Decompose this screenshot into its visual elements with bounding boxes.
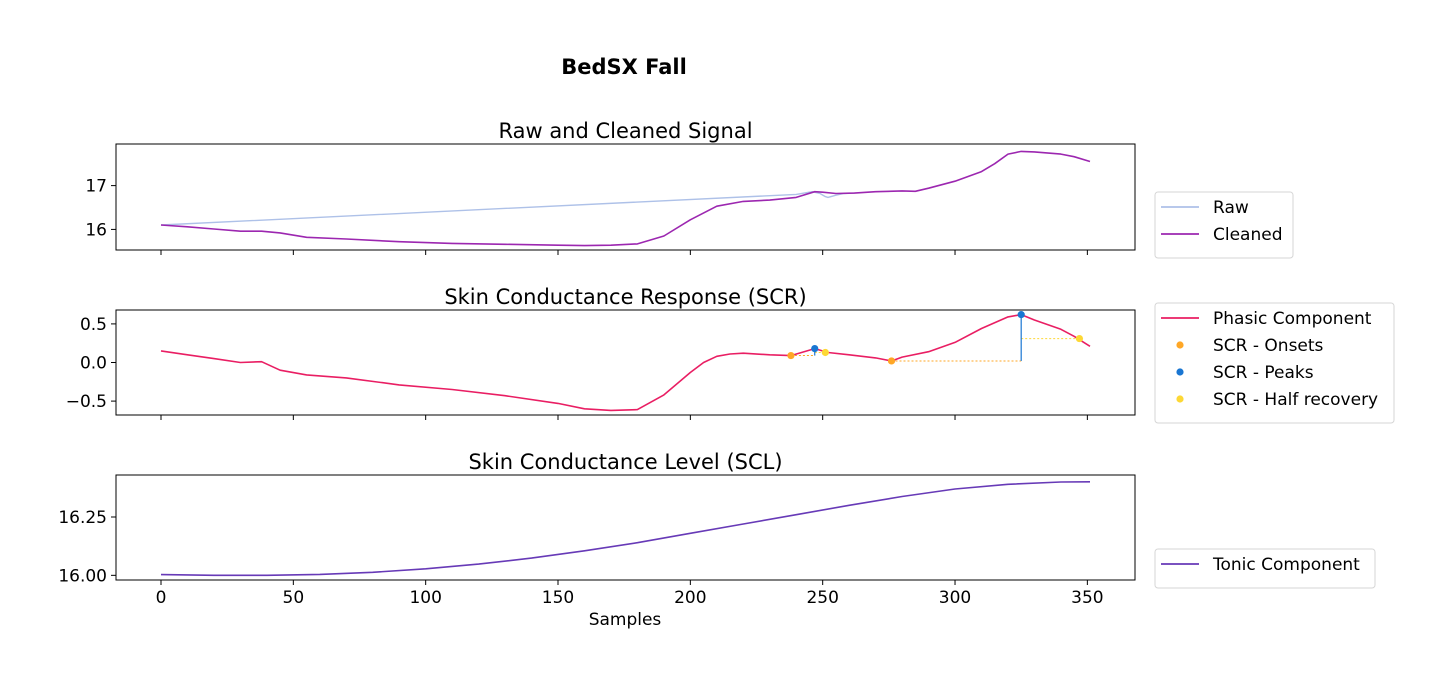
panels: Raw and Cleaned Signal 16 17 Raw Cleaned Skin… — [58, 119, 1395, 608]
scr-legend-label-scr-peaks: SCR - Peaks — [1213, 363, 1314, 383]
scr-ytick-label: −0.5 — [66, 392, 107, 412]
scr-scr-onsets-point — [887, 357, 896, 365]
scr-legend: Phasic Component SCR - Onsets SCR - Peaks S… — [1154, 302, 1395, 424]
raw-cleaned-legend-label-cleaned: Cleaned — [1213, 225, 1283, 245]
scr-axes-frame — [115, 309, 1136, 416]
scl-legend-box — [1154, 548, 1376, 589]
raw-cleaned-legend: Raw Cleaned — [1154, 191, 1294, 259]
scl-xtick-label: 150 — [542, 588, 574, 608]
scr-title: Skin Conductance Response (SCR) — [444, 285, 806, 309]
raw-cleaned-raw-line — [160, 190, 855, 226]
raw-cleaned-cleaned-line — [160, 150, 1091, 247]
figure-suptitle: BedSX Fall — [561, 55, 687, 79]
scr-panel: Skin Conductance Response (SCR) −0.5 0.0 0.… — [66, 285, 1395, 424]
raw-cleaned-panel: Raw and Cleaned Signal 16 17 Raw Cleaned — [85, 119, 1294, 259]
scr-legend-box — [1154, 302, 1395, 424]
scr-phasic-component-line — [160, 313, 1091, 412]
scl-ytick-label: 16.00 — [58, 566, 107, 586]
scl-panel: Skin Conductance Level (SCL) 16.00 16.25 0 5… — [58, 450, 1376, 608]
scr-legend-label-scr-half-recovery: SCR - Half recovery — [1213, 390, 1378, 410]
scl-xtick-label: 350 — [1071, 588, 1103, 608]
scr-scr-onsets-point — [787, 351, 795, 360]
scl-axes-frame — [115, 474, 1136, 581]
raw-cleaned-legend-label-raw: Raw — [1213, 198, 1249, 218]
scr-scr-half-recovery-point — [821, 348, 829, 357]
scl-legend: Tonic Component — [1154, 548, 1376, 589]
scr-legend-swatch-scr-peaks — [1176, 368, 1184, 376]
scr-ytick-label: 0.5 — [80, 315, 107, 335]
raw-cleaned-ytick-label: 17 — [85, 177, 107, 197]
raw-cleaned-legend-box — [1154, 191, 1294, 259]
scr-legend-label-phasic-component: Phasic Component — [1213, 309, 1372, 329]
scr-legend-swatch-scr-onsets — [1176, 341, 1184, 349]
scl-xtick-label: 50 — [283, 588, 305, 608]
x-axis-label: Samples — [589, 610, 662, 630]
scl-legend-label-tonic-component: Tonic Component — [1212, 555, 1360, 575]
scl-xtick-label: 0 — [156, 588, 167, 608]
scr-scr-peaks-point — [1017, 311, 1025, 319]
scl-xtick-label: 250 — [806, 588, 838, 608]
scl-ytick-label: 16.25 — [58, 508, 107, 528]
scr-ytick-label: 0.0 — [80, 354, 107, 374]
scr-legend-label-scr-onsets: SCR - Onsets — [1213, 336, 1324, 356]
scl-title: Skin Conductance Level (SCL) — [468, 450, 782, 474]
scr-scr-peaks-point — [811, 345, 819, 353]
scl-xtick-label: 100 — [409, 588, 441, 608]
scr-scr-half-recovery-point — [1075, 334, 1084, 343]
raw-cleaned-title: Raw and Cleaned Signal — [498, 119, 752, 143]
scl-xtick-label: 200 — [674, 588, 706, 608]
scr-legend-swatch-scr-half-recovery — [1176, 395, 1184, 403]
raw-cleaned-axes-frame — [115, 143, 1136, 251]
raw-cleaned-ytick-label: 16 — [85, 220, 107, 240]
scl-xtick-label: 300 — [939, 588, 971, 608]
scl-tonic-component-line — [160, 481, 1091, 577]
